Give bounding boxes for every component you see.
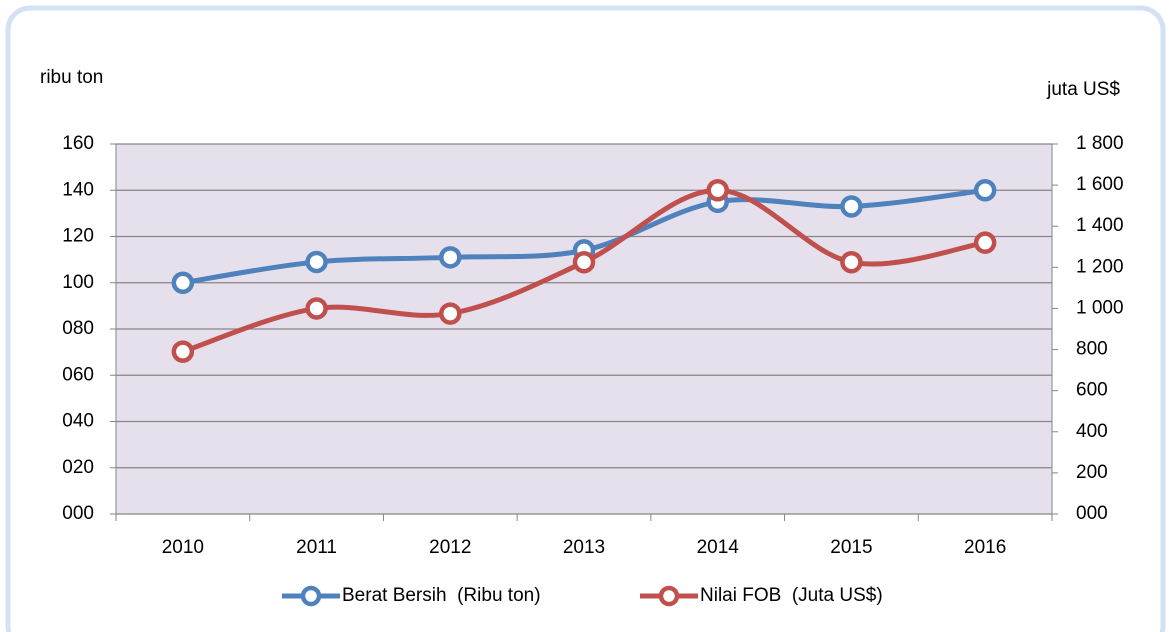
data-point (973, 179, 997, 202)
x-tick-label: 2012 (429, 537, 471, 558)
legend-marker (658, 585, 680, 607)
y-tick-label: 060 (62, 364, 94, 385)
data-point (305, 297, 328, 320)
legend-label: Nilai FOB (Juta US$) (700, 585, 883, 606)
y2-tick-label: 1 000 (1076, 297, 1124, 318)
data-point (171, 271, 195, 294)
y-tick-label: 100 (62, 272, 94, 293)
x-tick-label: 2016 (964, 537, 1006, 558)
x-tick-label: 2010 (162, 537, 204, 558)
y-tick-label: 160 (62, 133, 94, 154)
data-point (171, 340, 195, 363)
data-point (840, 250, 863, 274)
y-tick-label: 020 (62, 457, 94, 478)
x-tick-label: 2014 (697, 537, 740, 558)
y-axis-label: ribu ton (40, 67, 103, 88)
y2-tick-label: 1 400 (1076, 215, 1124, 236)
y2-tick-label: 1 800 (1076, 133, 1124, 154)
data-point (572, 250, 596, 274)
y2-tick-label: 600 (1076, 380, 1108, 401)
y2-tick-label: 1 600 (1076, 174, 1124, 195)
data-point (706, 179, 729, 202)
x-tick-label: 2011 (296, 537, 337, 558)
legend-label: Berat Bersih (Ribu ton) (342, 585, 541, 606)
data-point (305, 250, 328, 274)
data-point (973, 231, 997, 254)
data-point (840, 195, 863, 218)
y2-axis-label: juta US$ (1046, 79, 1120, 100)
y-tick-label: 080 (62, 318, 94, 339)
y2-tick-label: 200 (1076, 462, 1108, 483)
y-tick-label: 040 (62, 411, 94, 432)
y-tick-label: 000 (62, 503, 94, 524)
data-point (439, 246, 462, 269)
data-point (439, 302, 462, 325)
y2-tick-label: 000 (1076, 503, 1108, 524)
x-tick-label: 2015 (830, 537, 872, 558)
y2-tick-label: 800 (1076, 339, 1108, 360)
y-tick-label: 140 (62, 179, 94, 200)
x-tick-label: 2013 (563, 537, 605, 558)
y-tick-label: 120 (62, 226, 94, 247)
legend-marker (300, 585, 322, 607)
y2-tick-label: 1 200 (1076, 256, 1124, 277)
y2-tick-label: 400 (1076, 421, 1108, 442)
